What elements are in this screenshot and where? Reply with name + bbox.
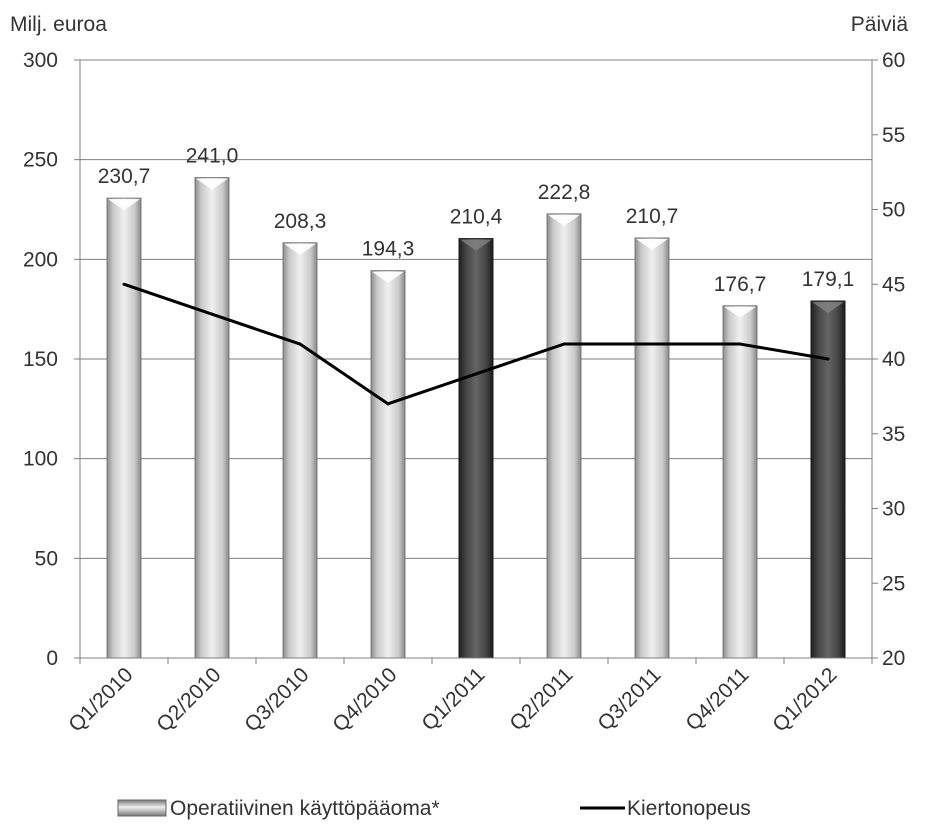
right-tick-label: 50 [882,199,905,222]
legend-bar-swatch [117,799,167,817]
bar-data-label: 176,7 [714,273,767,296]
bar-body [106,197,142,659]
left-tick-label: 250 [23,149,58,172]
bar-data-label: 210,4 [450,206,503,229]
bar [722,305,758,659]
x-tick-label: Q2/2011 [505,663,577,735]
x-tick-label: Q3/2011 [593,663,665,735]
bar-data-label: 222,8 [538,181,591,204]
x-tick-label: Q1/2011 [417,663,489,735]
legend-line-label: Kiertonopeus [627,797,751,820]
bar-body [634,237,670,659]
bar [458,238,494,659]
bar-data-label: 241,0 [186,145,239,168]
line-point [826,357,830,361]
right-tick-label: 35 [882,423,905,446]
bar-body [370,270,406,659]
left-axis-title: Milj. euroa [10,13,107,36]
bar-bevel [108,199,140,211]
x-tick-label: Q1/2010 [64,663,137,736]
legend-bar-label: Operatiivinen käyttöpääoma* [170,797,440,820]
bar [810,300,846,659]
bar-data-label: 230,7 [98,165,151,188]
line-point [210,312,214,316]
bar-data-label: 210,7 [626,205,679,228]
bar [282,242,318,659]
right-tick-label: 40 [882,348,905,371]
right-tick-label: 20 [882,647,905,670]
legend: Operatiivinen käyttöpääoma* Kiertonopeus [117,797,751,820]
bar-body [194,177,230,659]
bar [546,213,582,659]
bar-bevel [636,239,668,251]
left-tick-label: 50 [35,547,58,570]
bar-body [546,213,582,659]
bar-body [282,242,318,659]
bar [370,270,406,659]
bar-series [106,177,846,659]
bar-bevel [196,178,228,190]
line-point [122,282,126,286]
x-tick-label: Q4/2011 [681,663,753,735]
left-tick-label: 0 [46,647,58,670]
bar-bevel [460,239,492,251]
bar-body [458,238,494,659]
line-point [386,402,390,406]
right-tick-label: 30 [882,498,905,521]
line-series [122,282,830,406]
bar-data-label: 208,3 [274,210,327,233]
line-point [562,342,566,346]
line-point [474,372,478,376]
bar [634,237,670,659]
line-point [298,342,302,346]
right-tick-label: 60 [882,49,905,72]
bar-bevel [284,243,316,255]
left-tick-label: 300 [23,49,58,72]
bar-bevel [724,306,756,318]
bar-body [810,300,846,659]
right-tick-label: 55 [882,124,905,147]
bar-data-label: 194,3 [362,238,415,261]
bar-body [722,305,758,659]
bar-bevel [548,214,580,226]
left-tick-label: 150 [23,348,58,371]
x-tick-label: Q1/2012 [768,663,841,736]
x-tick-label: Q4/2010 [328,663,401,736]
line-point [650,342,654,346]
bar-data-label: 179,1 [802,268,855,291]
line-point [738,342,742,346]
left-tick-label: 200 [23,248,58,271]
bar-bevel [812,301,844,313]
right-axis-title: Päiviä [851,13,909,36]
bar [194,177,230,659]
bar [106,197,142,659]
x-tick-label: Q3/2010 [240,663,313,736]
x-tick-label: Q2/2010 [152,663,225,736]
left-tick-label: 100 [23,448,58,471]
data-labels: 230,7 241,0 208,3 194,3 210,4 222,8 210,7 176,7… [98,145,855,296]
bar-bevel [372,271,404,283]
right-tick-label: 45 [882,273,905,296]
right-tick-label: 25 [882,572,905,595]
